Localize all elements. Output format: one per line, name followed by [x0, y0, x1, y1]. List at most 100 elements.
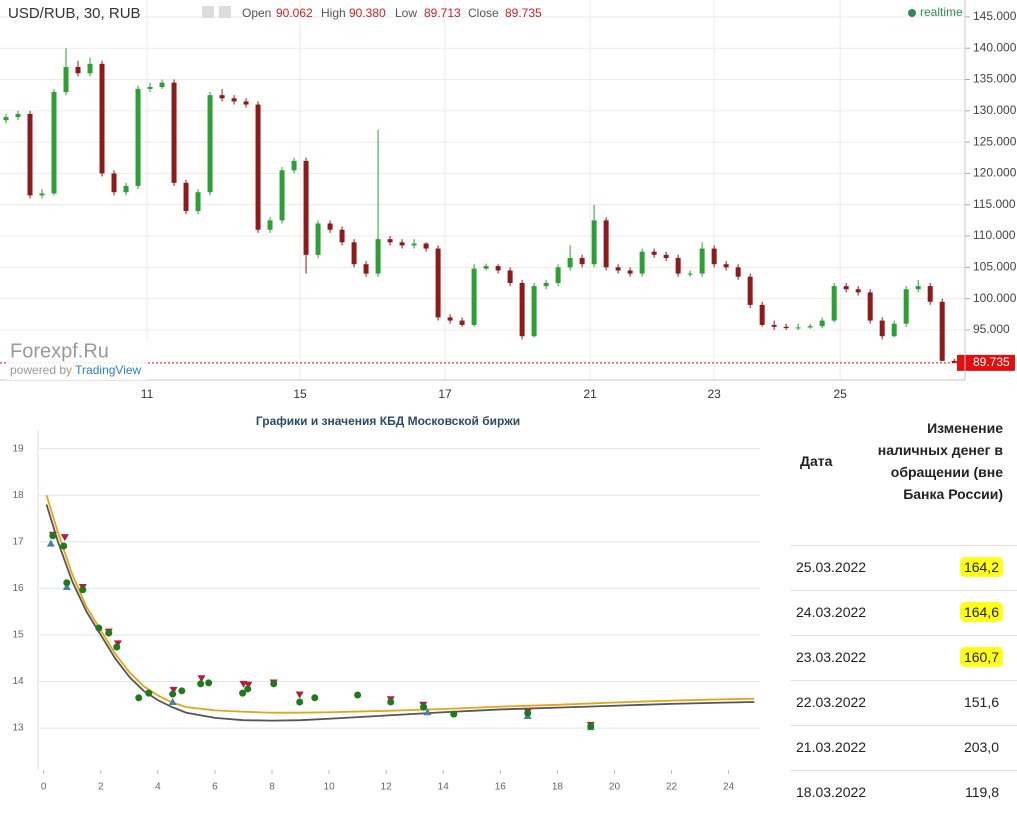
credit-brand[interactable]: TradingView	[75, 363, 141, 377]
point	[197, 675, 206, 683]
y-tick-label: 15	[12, 630, 24, 641]
point	[524, 709, 532, 717]
table-cell: 160,7	[959, 647, 1003, 667]
watermark: Forexpf.Ru	[10, 340, 109, 362]
candle-body	[51, 92, 57, 194]
candle-body	[471, 268, 477, 325]
table-row: 24.03.2022 164,6	[790, 590, 1017, 635]
candle-body	[867, 292, 873, 321]
table-row: 25.03.2022 164,2	[790, 545, 1017, 590]
y-tick-label: 105.000	[973, 260, 1017, 274]
table-row: 18.03.2022 119,8	[790, 770, 1017, 815]
candle-body	[375, 239, 381, 274]
candle-body	[855, 289, 861, 293]
y-tick-label: 135.000	[973, 72, 1017, 86]
y-tick-label: 110.000	[973, 228, 1016, 242]
table-cell: 164,6	[959, 602, 1003, 622]
point	[420, 703, 428, 711]
ohlc-label: Close	[468, 6, 499, 20]
ohlc-value: 90.062	[276, 6, 313, 20]
candle-body	[831, 286, 837, 321]
candle-body	[807, 326, 813, 328]
candle-body	[627, 270, 633, 274]
candle-body	[939, 301, 945, 361]
candle-body	[63, 66, 69, 93]
candle-body	[255, 104, 261, 230]
y-tick-label: 18	[12, 490, 24, 501]
point	[205, 679, 213, 687]
x-tick-label: 16	[495, 782, 507, 793]
point	[423, 708, 432, 716]
candle-body	[315, 223, 321, 255]
candle-body	[303, 160, 309, 255]
candle-body	[891, 323, 897, 337]
header-cell: Изменение наличных денег в обращении (вн…	[877, 420, 1003, 502]
x-tick-label: 21	[583, 387, 597, 401]
candle-body	[951, 360, 957, 363]
table-cell: 203,0	[963, 739, 999, 755]
candle-body	[351, 242, 357, 265]
candle-body	[267, 220, 273, 230]
point	[450, 710, 458, 718]
table-cell: 24.03.2022	[796, 604, 867, 620]
last-price-label: 89.735	[973, 355, 1010, 369]
x-tick-label: 0	[41, 782, 47, 793]
candle-body	[615, 267, 621, 271]
candle-body	[735, 267, 741, 277]
candle-body	[279, 170, 285, 221]
point	[169, 686, 178, 694]
table-cell: 21.03.2022	[796, 739, 867, 755]
symbol-title: USD/RUB, 30, RUB	[8, 5, 141, 22]
candle-body	[447, 317, 453, 321]
y-tick-label: 100.000	[973, 291, 1017, 305]
point	[62, 582, 71, 590]
credit: powered by TradingView	[10, 363, 142, 377]
y-tick-label: 115.000	[973, 197, 1016, 211]
candle-body	[159, 82, 165, 88]
candle-body	[771, 324, 777, 327]
candle-body	[243, 101, 249, 105]
ohlc-header: Open 90.062 High 90.380 Low 89.713 Close 89.735	[242, 6, 542, 20]
icon[interactable]	[202, 6, 214, 18]
icon[interactable]	[219, 6, 231, 18]
y-tick-label: 17	[12, 536, 24, 547]
y-tick-label: 95.000	[973, 322, 1010, 336]
point	[197, 680, 205, 688]
ohlc-label: Open	[242, 6, 271, 20]
table: Дата Изменение наличных денег в обращени…	[790, 405, 1017, 815]
table-cell: 18.03.2022	[796, 784, 867, 800]
table-cell: 23.03.2022	[796, 649, 867, 665]
y-tick-label: 145.000	[973, 9, 1017, 23]
point	[270, 680, 278, 688]
watermark-bg	[6, 340, 148, 380]
x-tick-label: 11	[141, 387, 154, 401]
candle-body	[543, 282, 549, 287]
point	[46, 539, 55, 547]
candle-body	[663, 254, 669, 258]
candle-body	[171, 82, 177, 183]
y-tick-label: 19	[12, 443, 24, 454]
point	[387, 698, 395, 706]
last-price-tag	[957, 354, 1015, 371]
x-tick-label: 25	[833, 387, 847, 401]
point	[168, 698, 177, 705]
price-panel	[0, 0, 1017, 400]
candle-body	[579, 257, 585, 265]
point	[105, 629, 113, 637]
candle-body	[207, 95, 213, 193]
y-tick-label: 14	[12, 676, 24, 687]
y-tick-label: 130.000	[973, 103, 1017, 117]
table-cell: 22.03.2022	[796, 694, 867, 710]
candle-body	[651, 251, 657, 255]
candle-body	[483, 266, 489, 269]
point	[63, 579, 71, 587]
table-cell: 25.03.2022	[796, 559, 867, 575]
status-dot	[908, 9, 916, 17]
table-row: 23.03.2022 160,7	[790, 635, 1017, 680]
candle-body	[723, 264, 729, 268]
point	[95, 624, 103, 632]
candle-body	[915, 286, 921, 290]
candle-body	[423, 243, 429, 249]
y-tick-label: 125.000	[973, 134, 1017, 148]
point	[60, 534, 69, 542]
